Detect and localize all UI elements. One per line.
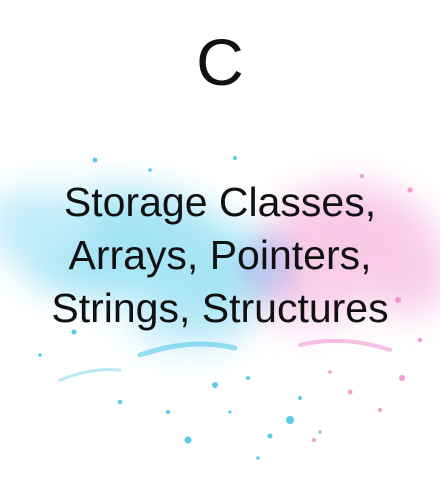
subtitle-line: Arrays, Pointers, <box>68 232 372 278</box>
cover-title: C <box>196 25 244 99</box>
subtitle-line: Strings, Structures <box>51 285 389 331</box>
cover-subtitle: Storage Classes, Arrays, Pointers, Strin… <box>0 176 440 335</box>
subtitle-line: Storage Classes, <box>63 179 377 225</box>
